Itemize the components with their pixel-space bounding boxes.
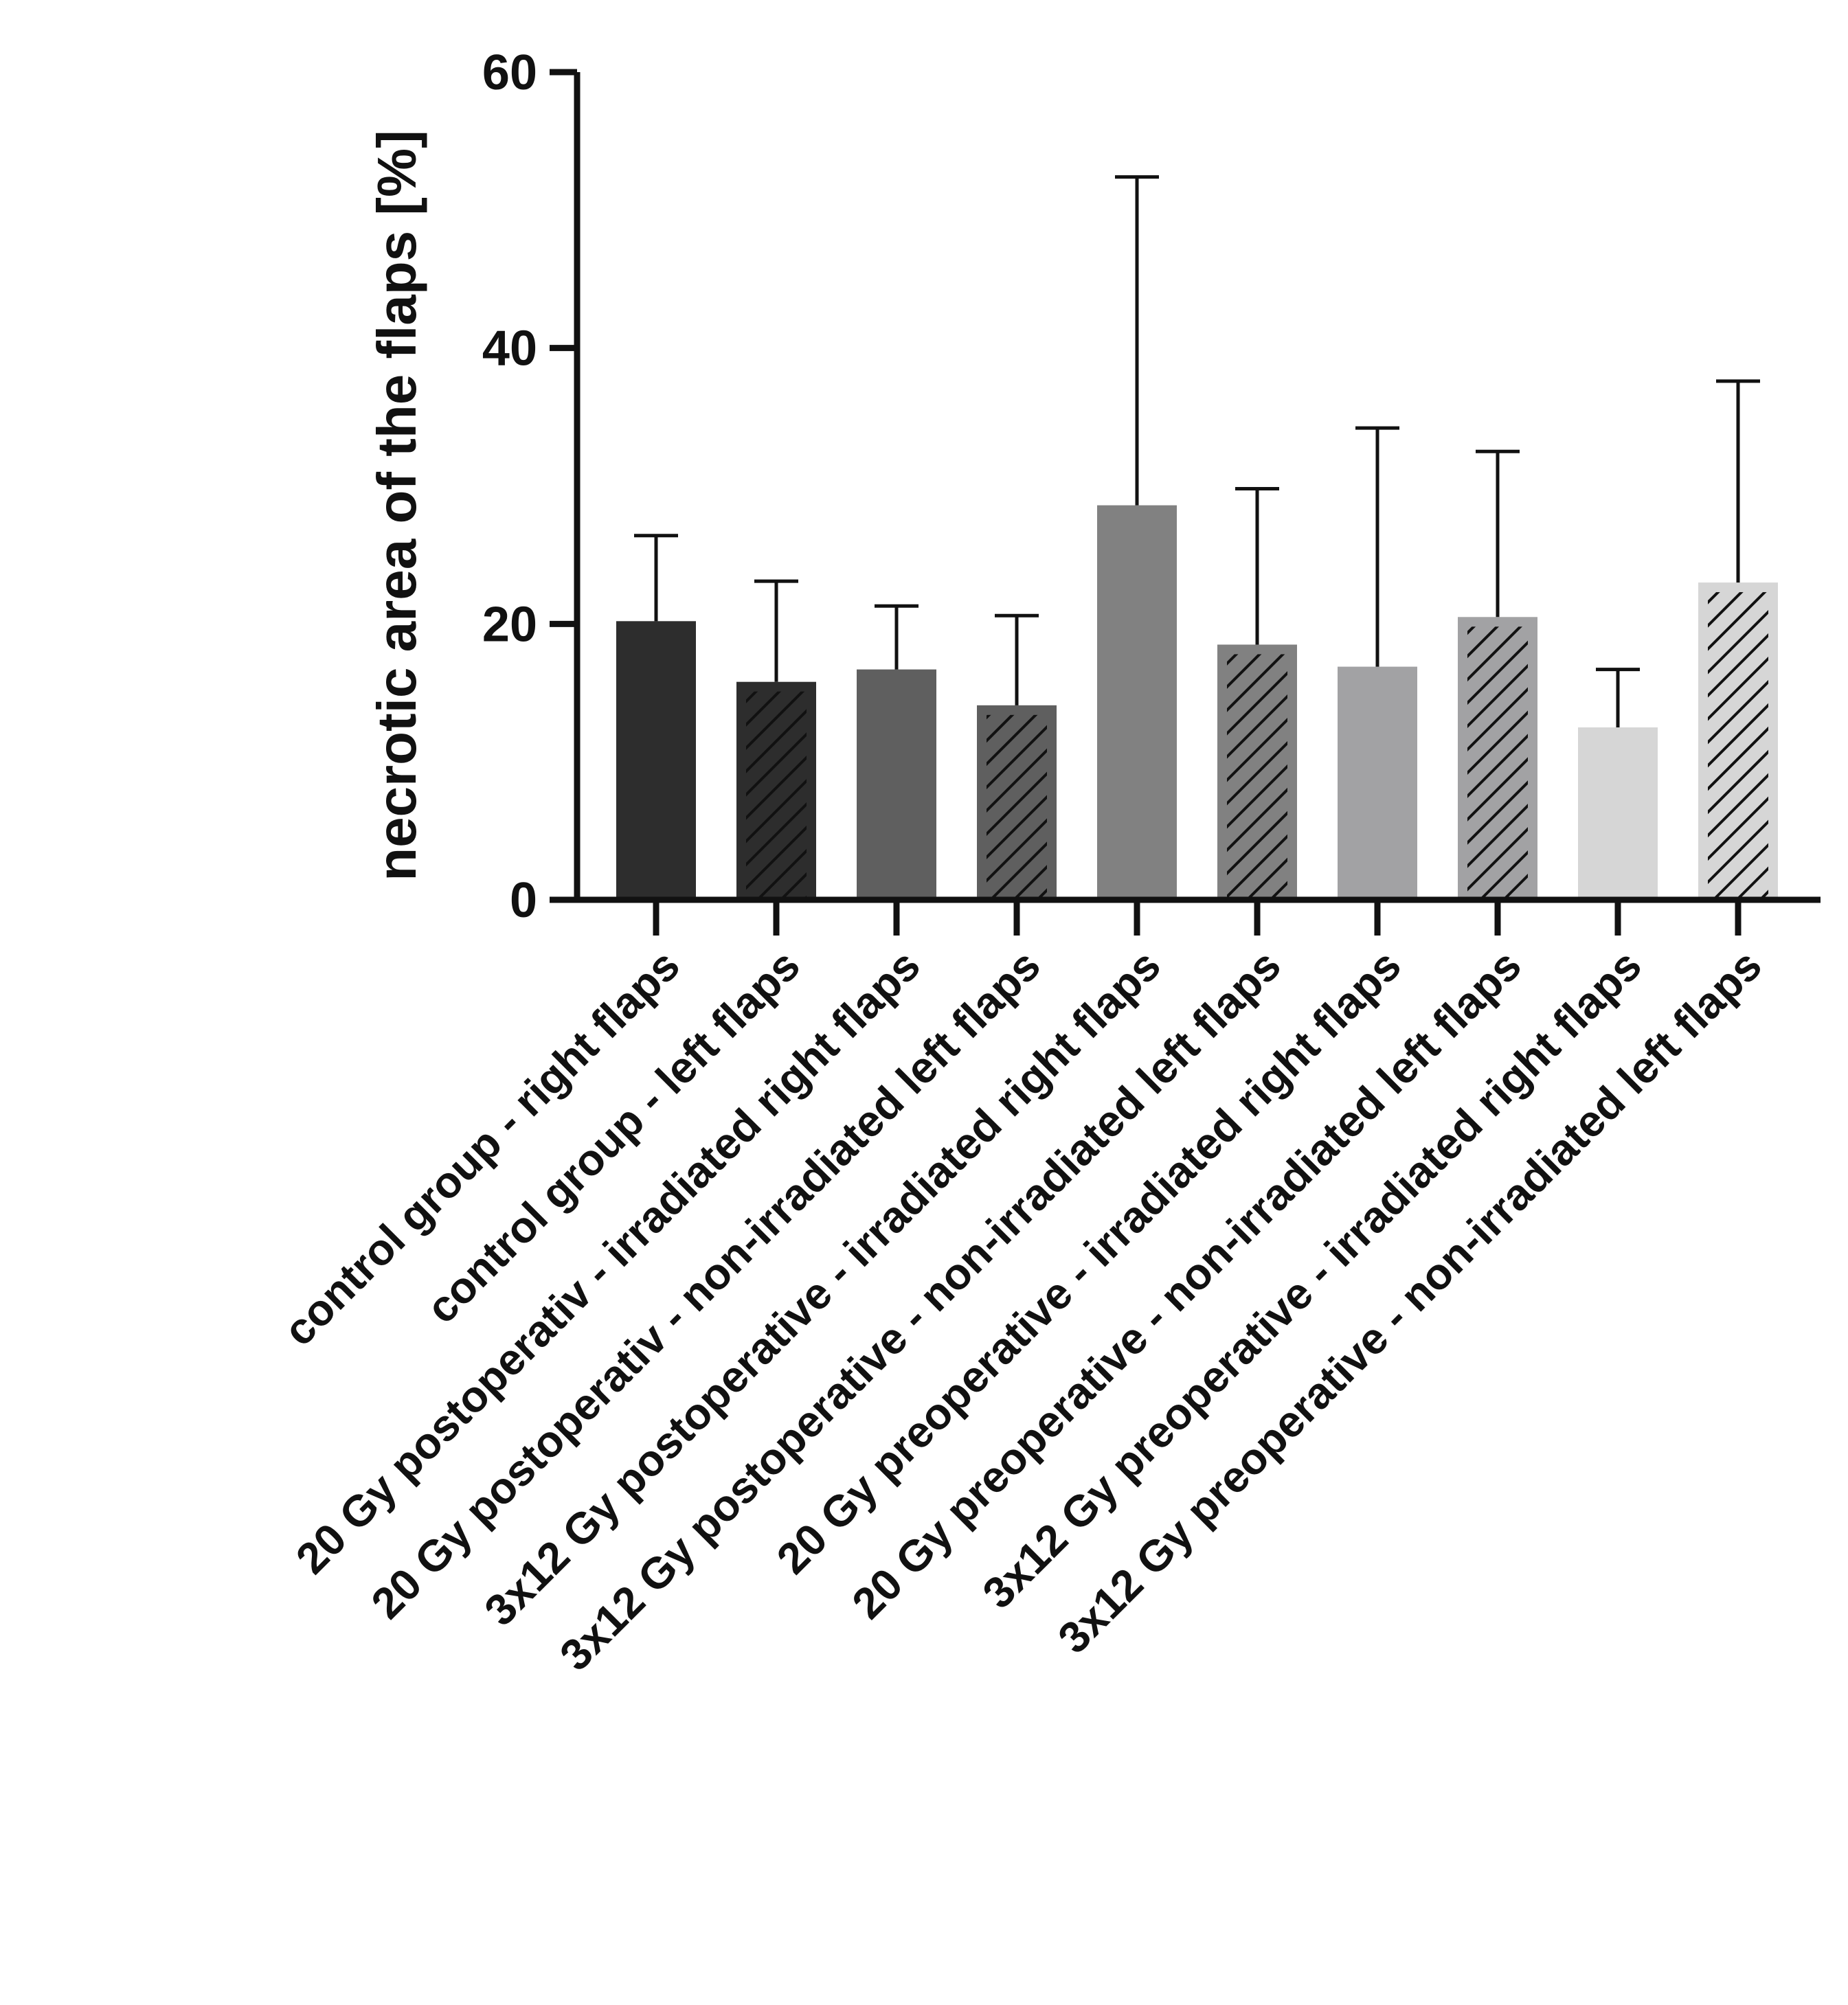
y-tick-label: 40	[482, 321, 537, 376]
bar-5	[1097, 505, 1177, 900]
bar-hatch-2	[746, 691, 807, 900]
bar-hatch-4	[987, 714, 1047, 900]
bar-1	[616, 621, 696, 900]
y-tick-label: 20	[482, 597, 537, 652]
bar-3	[857, 669, 936, 900]
y-tick-label: 0	[510, 873, 537, 928]
y-axis-title: necrotic area of the flaps [%]	[366, 130, 427, 881]
bar-9	[1578, 727, 1658, 900]
bar-7	[1338, 666, 1417, 900]
bar-hatch-8	[1467, 626, 1528, 900]
bar-hatch-10	[1708, 592, 1768, 900]
y-tick-label: 60	[482, 45, 537, 100]
bar-hatch-6	[1227, 654, 1287, 900]
